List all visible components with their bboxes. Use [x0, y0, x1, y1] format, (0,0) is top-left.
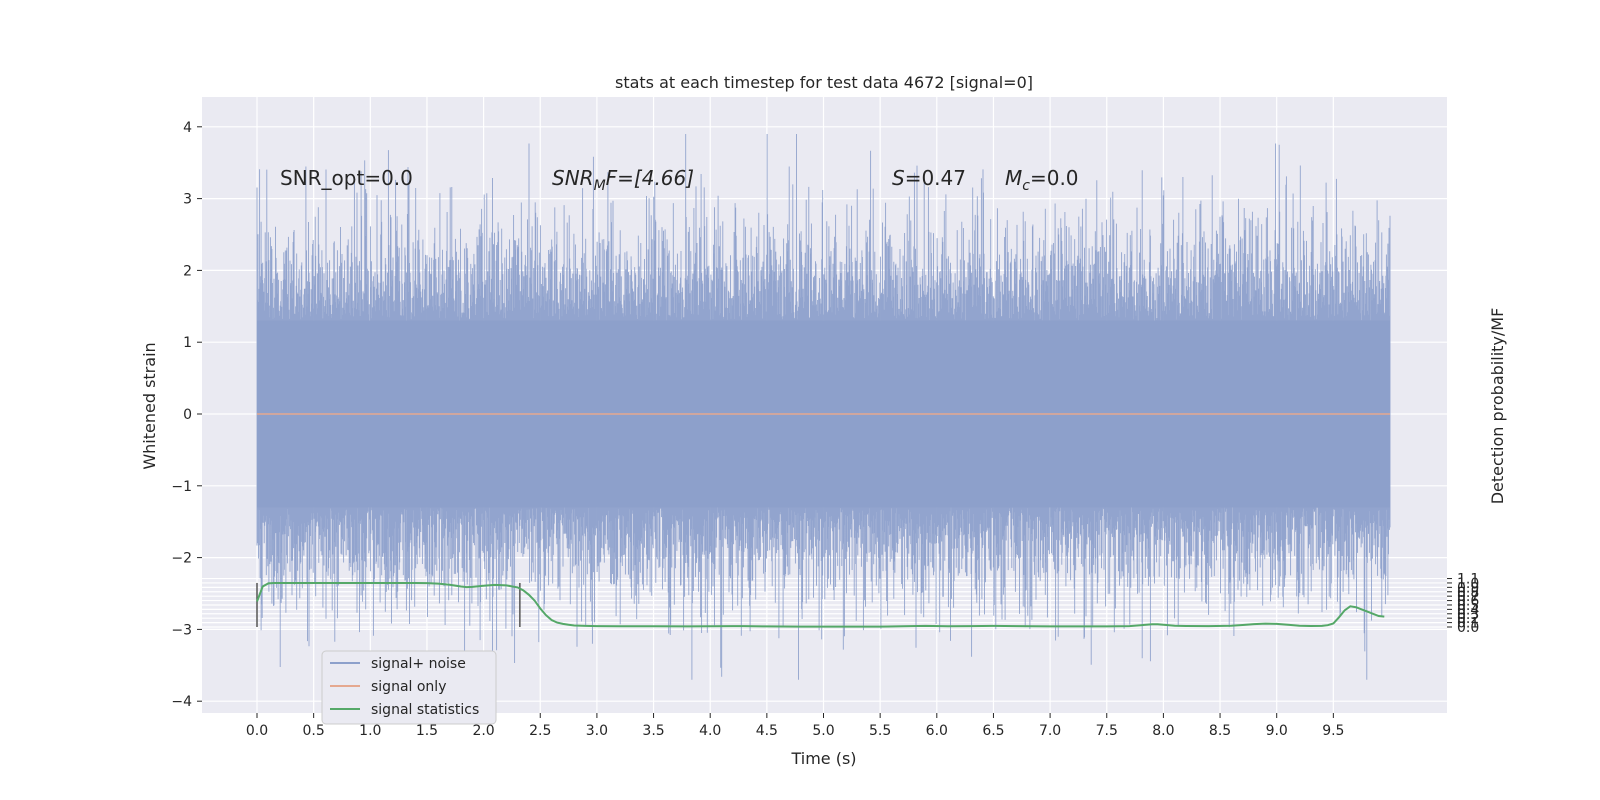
y2-tick-label: 0.5	[1457, 598, 1479, 614]
y2-tick-label: 0.0	[1457, 620, 1479, 636]
y-tick-label: 0	[183, 407, 192, 423]
axes: 0.0 0.5 1.0 1.5 2.0 2.5 3.0 3.5 4.0 4.5 5.0 5.5 6.0 6…	[171, 120, 1479, 739]
chart-title: stats at each timestep for test data 467…	[615, 73, 1033, 92]
snr-mf-sub: M	[594, 178, 606, 194]
y-tick-label: −2	[171, 551, 192, 567]
x-tick-label: 9.0	[1266, 723, 1288, 739]
x-tick-label: 5.0	[812, 723, 834, 739]
x-tick-label: 9.5	[1322, 723, 1344, 739]
x-tick-label: 6.0	[926, 723, 948, 739]
y2-tick-label: 0.6	[1457, 594, 1479, 610]
y-tick-label: 1	[183, 335, 192, 351]
x-tick-label: 6.5	[982, 723, 1004, 739]
y2-tick-label: 0.8	[1457, 585, 1479, 601]
annotation-mc: Mc=0.0	[1005, 166, 1079, 194]
signal-statistics-line	[256, 582, 1385, 628]
x-tick-label: 1.0	[359, 723, 381, 739]
y2-tick-label: 0.1	[1457, 616, 1479, 632]
signal-statistics-series	[256, 582, 1385, 628]
annotation-snr-mf: SNRMF=[4.66]	[552, 166, 694, 194]
x-tick-label: 1.5	[416, 723, 438, 739]
s-value: =0.47	[905, 166, 966, 190]
annotation-s: S=0.47	[892, 166, 966, 190]
y-tick-label: 4	[183, 120, 192, 136]
y2-tick-label: 0.7	[1457, 589, 1479, 605]
y-tick-label: −4	[171, 694, 192, 710]
y-tick-label: −3	[171, 622, 192, 638]
y2-tick-label: 1.1	[1457, 572, 1479, 588]
x-tick-label: 2.5	[529, 723, 551, 739]
x-tick-label: 7.0	[1039, 723, 1061, 739]
y2-tick-label: 0.3	[1457, 607, 1479, 623]
x-tick-label: 3.0	[586, 723, 608, 739]
x-tick-label: 0.5	[303, 723, 325, 739]
y2-tick-label: 0.2	[1457, 611, 1479, 627]
x-tick-label: 4.5	[756, 723, 778, 739]
marker-lines	[256, 582, 521, 627]
y-tick-label: −1	[171, 479, 192, 495]
snr-mf-suffix: F=[4.66]	[606, 166, 694, 190]
legend-box	[321, 650, 497, 725]
x-tick-label: 7.5	[1096, 723, 1118, 739]
mc-var: M	[1005, 166, 1022, 190]
x-axis-title: Time (s)	[790, 749, 856, 768]
y-axis-title: Whitened strain	[140, 342, 159, 469]
x-tick-label: 8.0	[1152, 723, 1174, 739]
mc-sub: c	[1022, 178, 1030, 194]
y2-tick-label: 1.0	[1457, 576, 1479, 592]
x-tick-label: 0.0	[246, 723, 268, 739]
x-tick-label: 8.5	[1209, 723, 1231, 739]
x-tick-label: 5.5	[869, 723, 891, 739]
y2-tick-label: 0.9	[1457, 580, 1479, 596]
legend-label-signal-only: signal only	[371, 679, 446, 695]
y2-tick-label: 0.4	[1457, 602, 1479, 618]
mc-value: =0.0	[1030, 166, 1079, 190]
s-var: S	[892, 166, 905, 190]
y-tick-label: 3	[183, 192, 192, 208]
snr-mf-prefix: SNR	[552, 166, 594, 190]
x-tick-label: 4.0	[699, 723, 721, 739]
x-tick-label: 3.5	[642, 723, 664, 739]
y-tick-label: 2	[183, 263, 192, 279]
x-tick-label: 2.0	[472, 723, 494, 739]
legend-label-signal-noise: signal+ noise	[371, 656, 466, 672]
annotation-snr-opt: SNR_opt=0.0	[280, 166, 413, 190]
legend: signal+ noise signal only signal statist…	[321, 650, 497, 725]
legend-label-signal-statistics: signal statistics	[371, 702, 479, 718]
y2-axis-title: Detection probability/MF	[1488, 308, 1507, 505]
